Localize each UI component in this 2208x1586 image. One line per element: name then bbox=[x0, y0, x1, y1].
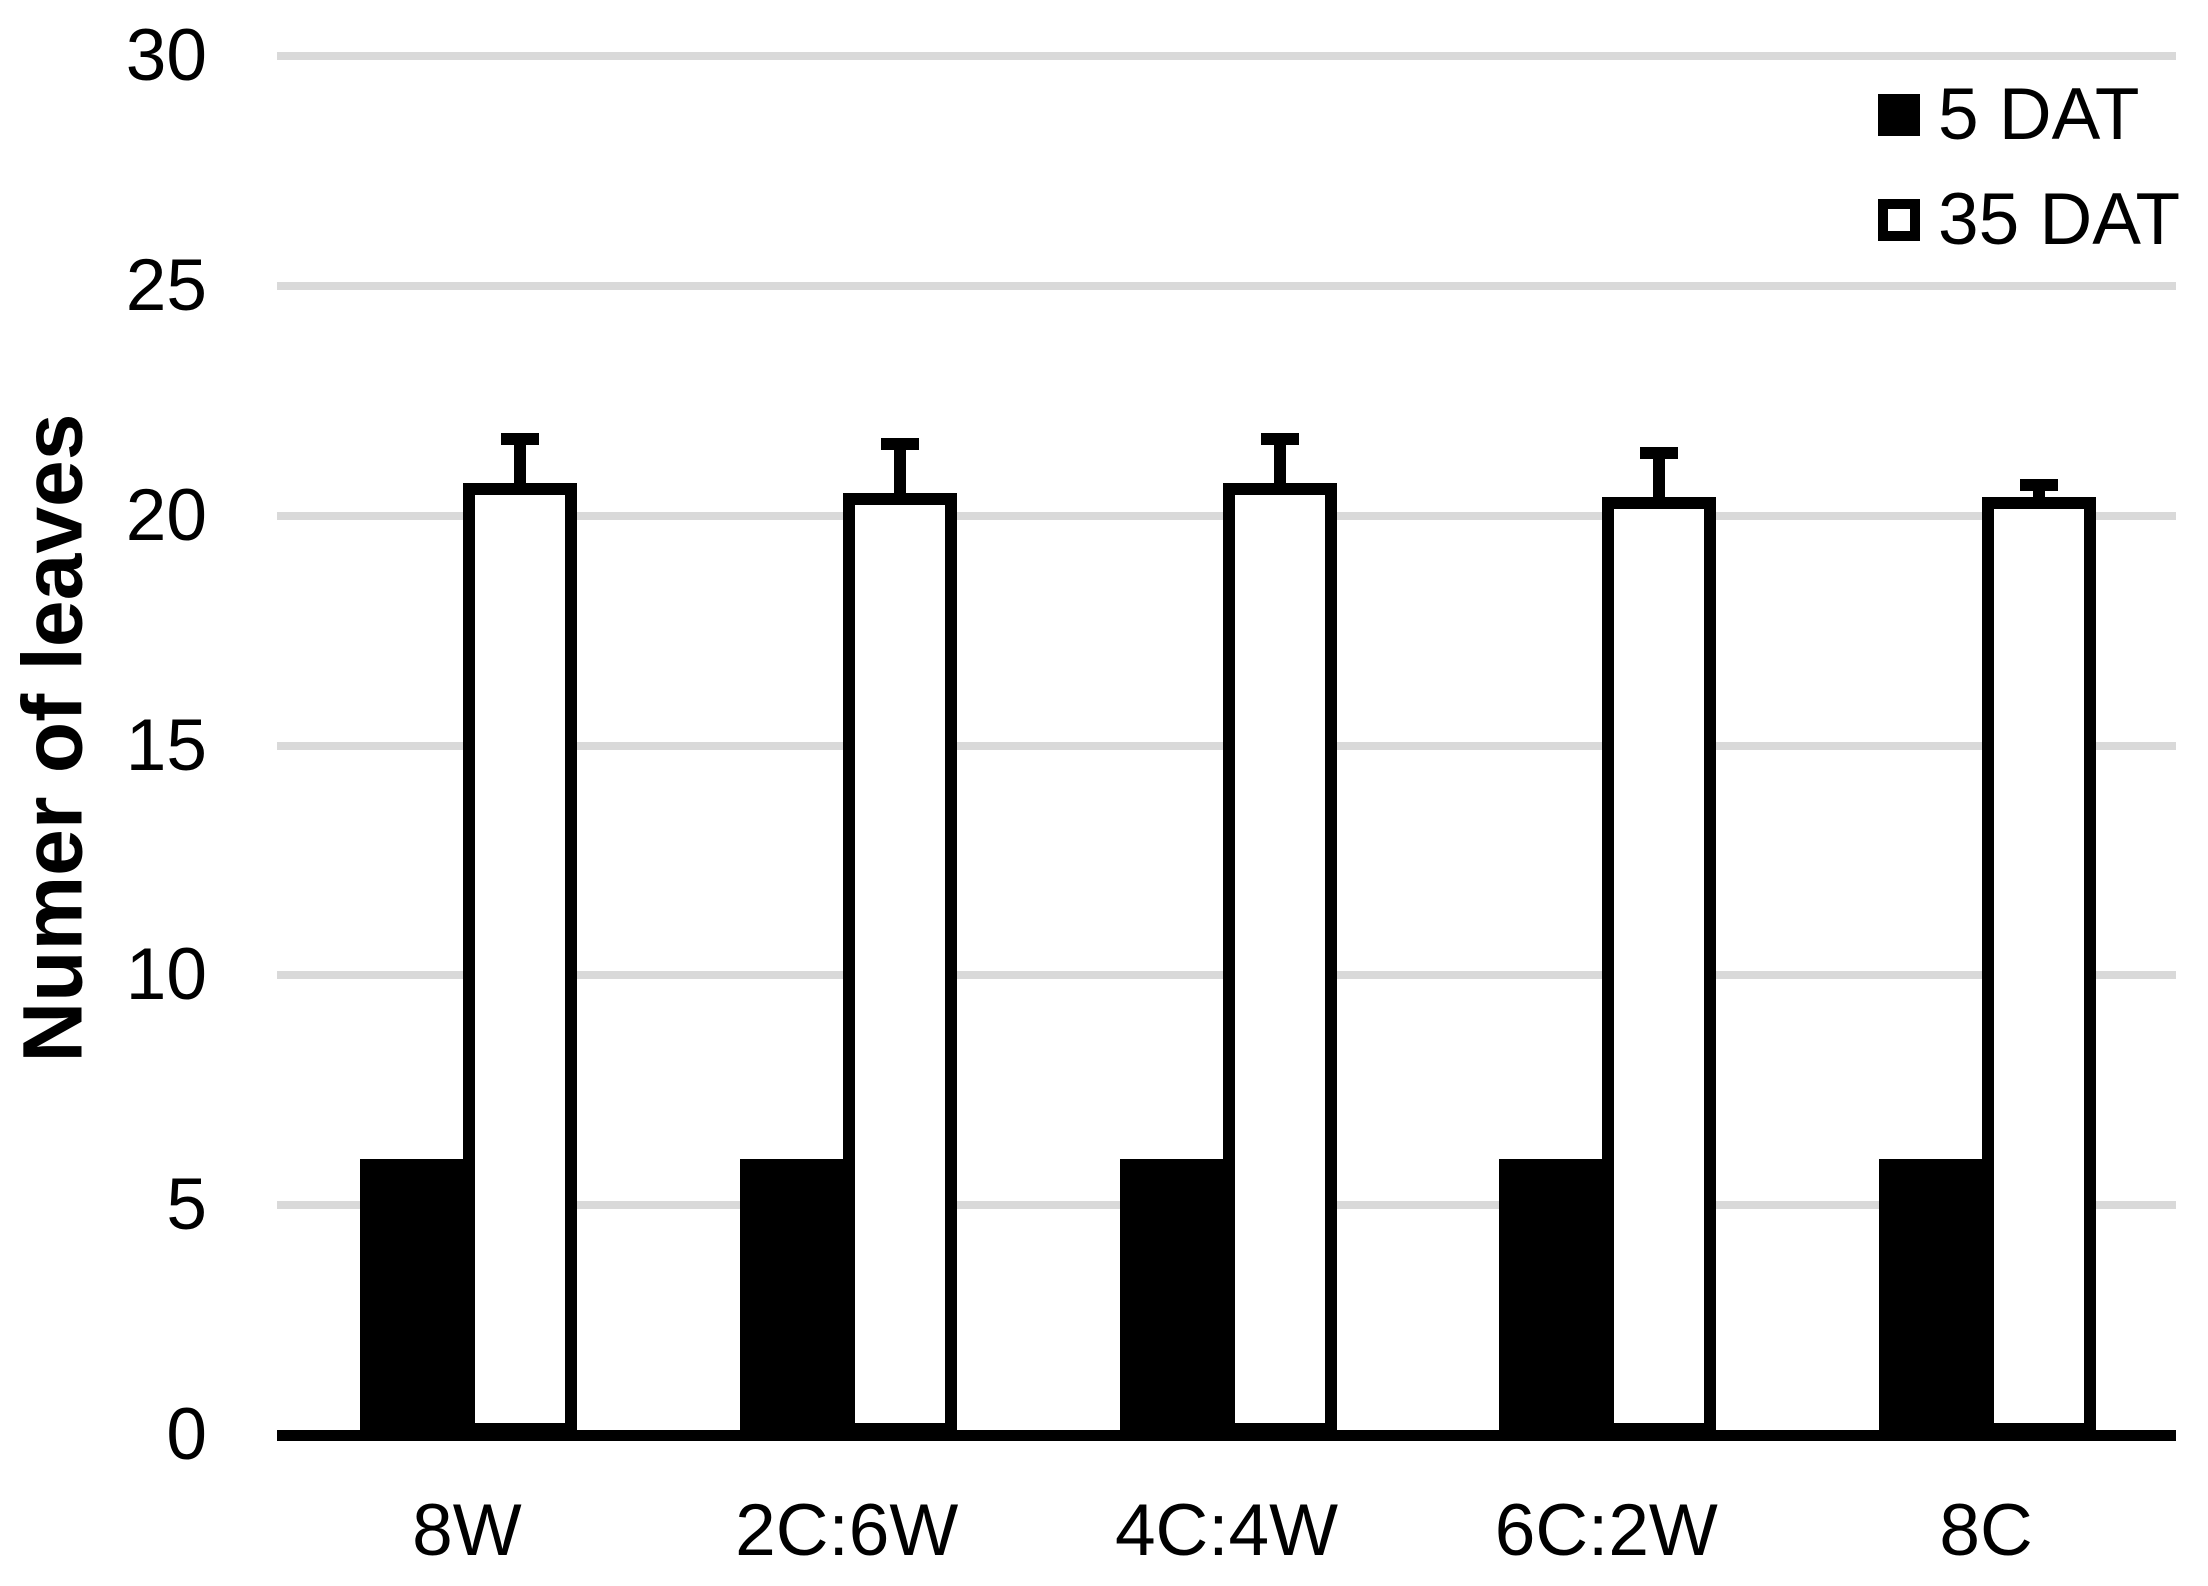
error-bar-stem-4C:4W bbox=[1273, 432, 1286, 484]
x-axis-line bbox=[277, 1430, 2176, 1441]
x-tick-label-8C: 8C bbox=[1939, 1490, 2033, 1571]
error-bar-stem-8W bbox=[513, 432, 526, 484]
y-tick-label-5: 5 bbox=[166, 1164, 207, 1246]
error-bar-cap-6C:2W bbox=[1640, 446, 1679, 459]
bar-35dat-2C:6W bbox=[842, 492, 957, 1435]
error-bar-stem-2C:6W bbox=[893, 437, 906, 493]
bar-35dat-8W bbox=[462, 483, 577, 1435]
legend-item-35dat: 35 DAT bbox=[1878, 167, 2180, 272]
error-bar-cap-4C:4W bbox=[1260, 432, 1299, 445]
legend-label-5dat: 5 DAT bbox=[1938, 74, 2140, 155]
y-tick-label-10: 10 bbox=[125, 934, 207, 1016]
bar-5dat-8W bbox=[359, 1159, 467, 1435]
error-bar-cap-8C bbox=[2020, 478, 2059, 491]
bar-35dat-6C:2W bbox=[1602, 497, 1717, 1435]
y-tick-label-15: 15 bbox=[125, 704, 207, 786]
x-tick-label-4C:4W: 4C:4W bbox=[1114, 1490, 1339, 1571]
legend-open-square-icon bbox=[1878, 198, 1920, 241]
x-tick-label-2C:6W: 2C:6W bbox=[735, 1490, 959, 1571]
bar-5dat-2C:6W bbox=[739, 1159, 847, 1435]
x-tick-label-8W: 8W bbox=[412, 1490, 522, 1571]
y-tick-label-0: 0 bbox=[166, 1394, 207, 1475]
bar-5dat-8C bbox=[1879, 1159, 1987, 1435]
gridline-30 bbox=[277, 52, 2176, 60]
legend-label-35dat: 35 DAT bbox=[1938, 179, 2181, 260]
bar-35dat-4C:4W bbox=[1222, 483, 1337, 1435]
bar-5dat-4C:4W bbox=[1119, 1159, 1227, 1435]
error-bar-cap-2C:6W bbox=[880, 437, 919, 450]
bar-35dat-8C bbox=[1982, 497, 2097, 1435]
legend: 5 DAT 35 DAT bbox=[1878, 62, 2180, 272]
y-tick-label-20: 20 bbox=[125, 474, 207, 556]
legend-filled-square-icon bbox=[1878, 93, 1920, 136]
x-tick-label-6C:2W: 6C:2W bbox=[1494, 1490, 1718, 1571]
error-bar-cap-8W bbox=[500, 432, 539, 445]
bar-5dat-6C:2W bbox=[1499, 1159, 1607, 1435]
legend-item-5dat: 5 DAT bbox=[1878, 62, 2180, 167]
y-tick-label-30: 30 bbox=[125, 15, 207, 96]
y-tick-label-25: 25 bbox=[125, 244, 207, 326]
gridline-25 bbox=[277, 281, 2176, 290]
error-bar-stem-6C:2W bbox=[1653, 446, 1666, 498]
